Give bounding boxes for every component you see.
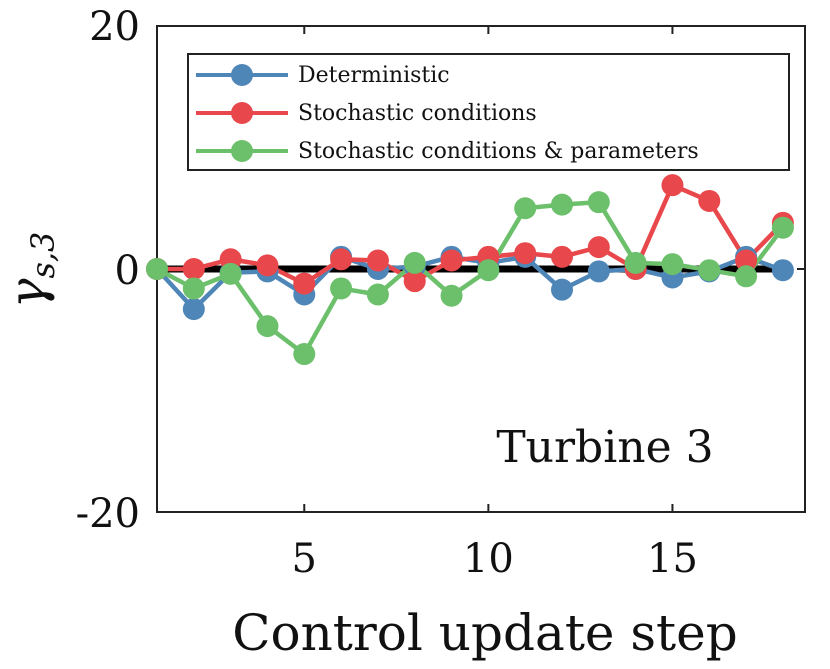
legend-label: Stochastic conditions & parameters xyxy=(298,139,699,164)
series-2-point xyxy=(403,251,426,274)
series-2-point xyxy=(698,259,721,282)
series-2-point xyxy=(587,191,610,214)
series-2-point xyxy=(293,343,316,366)
series-1-point xyxy=(587,236,610,259)
y-tick-label-top: 20 xyxy=(89,4,140,50)
y-axis-title-main: γ xyxy=(0,278,56,308)
series-0-point xyxy=(587,260,610,283)
series-2-point xyxy=(366,283,389,306)
legend-label: Stochastic conditions xyxy=(298,101,537,126)
legend: Deterministic Stochastic conditions Stoc… xyxy=(187,53,790,171)
series-2-point xyxy=(735,265,758,288)
series-2-point xyxy=(440,284,463,307)
x-axis-title: Control update step xyxy=(232,604,738,662)
series-1-point xyxy=(403,270,426,293)
series-2-point xyxy=(771,216,794,239)
legend-label: Deterministic xyxy=(298,63,450,88)
series-1-point xyxy=(551,245,573,268)
series-2-point xyxy=(514,197,537,220)
series-1-point xyxy=(366,249,389,272)
svg-text:γs,3: γs,3 xyxy=(0,232,62,309)
legend-swatch-marker xyxy=(231,102,253,124)
legend-swatch-marker xyxy=(231,64,253,86)
legend-box xyxy=(187,53,790,171)
legend-entry-stochastic-conditions: Stochastic conditions xyxy=(196,101,537,126)
series-2-point xyxy=(330,277,353,300)
legend-entry-stochastic-conditions-parameters: Stochastic conditions & parameters xyxy=(196,139,699,164)
series-1-point xyxy=(182,258,205,280)
turbine-annotation: Turbine 3 xyxy=(496,422,713,473)
series-2-point xyxy=(256,315,279,338)
series-1-point xyxy=(514,242,537,265)
series-layer xyxy=(146,174,794,366)
series-2-point xyxy=(146,258,168,280)
series-0-point xyxy=(182,298,205,321)
series-2-point xyxy=(624,251,647,274)
legend-entry-deterministic: Deterministic xyxy=(196,63,450,88)
y-axis-title: γs,3 xyxy=(0,232,62,309)
series-1-point xyxy=(293,272,316,295)
series-2-point xyxy=(661,253,684,276)
legend-swatch-marker xyxy=(231,140,253,162)
series-1-point xyxy=(698,189,721,212)
series-0-point xyxy=(551,278,573,301)
y-tick-label-middle: 0 xyxy=(115,248,140,294)
series-1-point xyxy=(735,249,758,272)
series-2-point xyxy=(477,259,500,282)
y-axis-title-sub: s,3 xyxy=(24,232,62,279)
series-2-point xyxy=(551,193,573,216)
x-tick-labels: 5 10 15 xyxy=(292,536,698,582)
x-tick-label: 10 xyxy=(463,536,514,582)
series-2-point xyxy=(182,277,205,300)
x-tick-label: 5 xyxy=(292,536,317,582)
x-tick-label: 15 xyxy=(647,536,698,582)
series-0-point xyxy=(771,259,794,282)
series-1-point xyxy=(440,249,463,272)
series-1-point xyxy=(661,174,684,197)
series-2-point xyxy=(219,262,242,285)
y-tick-label-bottom: -20 xyxy=(76,491,140,537)
series-1-point xyxy=(256,254,279,277)
series-1-point xyxy=(330,248,353,271)
